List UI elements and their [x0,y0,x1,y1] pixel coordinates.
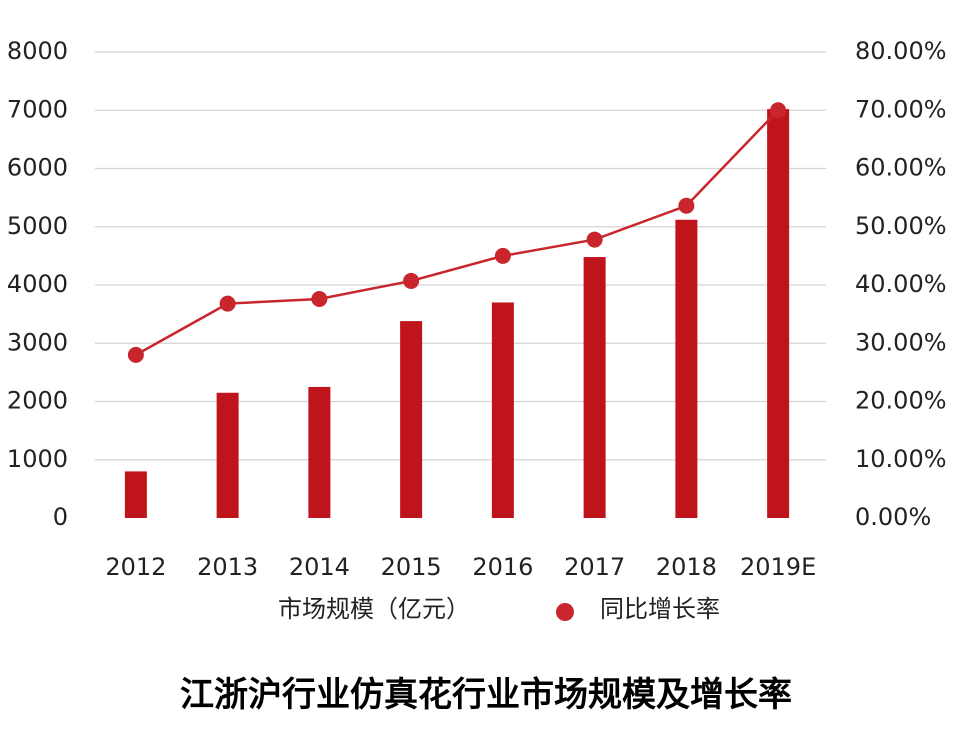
line-marker [127,346,144,363]
line-marker [311,290,328,307]
x-tick-label: 2016 [472,553,533,581]
y-tick-label: 1000 [7,445,68,473]
y2-tick-label: 40.00% [855,270,947,298]
x-tick-label: 2013 [197,553,258,581]
y-tick-label: 3000 [7,328,68,356]
legend-marker [556,603,574,621]
y2-tick-label: 30.00% [855,328,947,356]
y-tick-label: 8000 [7,37,68,65]
y2-tick-label: 70.00% [855,95,947,123]
y2-tick-label: 80.00% [855,37,947,65]
y2-tick-label: 0.00% [855,503,931,531]
y2-tick-label: 50.00% [855,212,947,240]
line-marker [586,231,603,248]
bar [675,219,698,518]
x-tick-label: 2018 [656,553,717,581]
bar [124,471,147,518]
line-marker [494,247,511,264]
legend-label: 市场规模（亿元） [278,595,470,623]
legend-label: 同比增长率 [600,595,720,623]
y-tick-label: 5000 [7,212,68,240]
x-tick-label: 2019E [740,553,816,581]
line-marker [219,295,236,312]
y2-tick-label: 10.00% [855,445,947,473]
y-tick-label: 6000 [7,154,68,182]
y-tick-label: 2000 [7,387,68,415]
line-marker [678,197,695,214]
bar [583,257,606,518]
bar [216,392,239,518]
line-marker [770,102,787,119]
x-tick-label: 2014 [289,553,350,581]
y-tick-label: 0 [53,503,68,531]
x-tick-label: 2015 [381,553,442,581]
bar [400,321,423,518]
y-tick-label: 4000 [7,270,68,298]
y-tick-label: 7000 [7,95,68,123]
line-marker [403,272,420,289]
line [135,109,780,356]
chart-title: 江浙沪行业仿真花行业市场规模及增长率 [180,675,792,715]
y2-tick-label: 60.00% [855,154,947,182]
bar [308,386,331,518]
bar [491,302,514,518]
x-tick-label: 2017 [564,553,625,581]
x-tick-label: 2012 [105,553,166,581]
bar [767,109,790,519]
y2-tick-label: 20.00% [855,387,947,415]
